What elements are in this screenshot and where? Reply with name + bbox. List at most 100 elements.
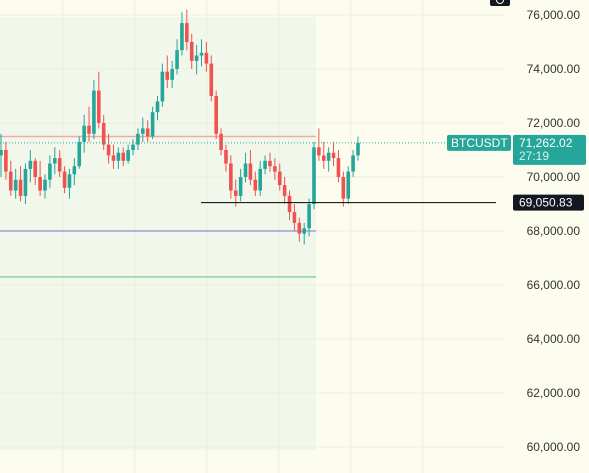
candle-body [82,125,86,142]
candle [282,177,287,204]
candle-body [282,185,287,196]
horizontal-levels[interactable] [0,135,316,278]
candle [209,55,214,102]
candle-body [297,222,302,234]
candle-body [253,179,258,191]
candle [13,168,18,199]
candle [23,163,28,204]
candle-body [214,96,218,134]
candle-body [52,158,57,164]
candle-body [155,101,160,113]
candle-body [312,147,316,204]
candle [38,160,42,196]
candle [126,144,130,164]
candle [170,60,174,88]
candle-body [150,112,155,137]
price-tick-label: 70,000.00 [527,170,581,184]
candle [111,144,116,169]
candle [155,96,160,121]
candle-body [263,160,267,169]
candle [194,44,199,75]
candle [351,150,355,177]
candle-body [62,171,67,188]
candle [326,147,331,172]
candle [341,171,346,207]
candle [268,152,272,172]
candle-body [219,133,223,150]
candle-body [38,177,42,191]
candle [165,55,170,88]
candle-body [224,150,228,164]
candle-body [116,152,121,161]
candle-body [23,168,28,196]
candle [297,217,302,242]
candle [229,155,233,199]
candle-body [238,177,243,196]
candle-body [331,152,336,159]
symbol-tag-text: BTCUSDT [451,136,508,150]
candle [307,198,311,237]
last-price-tag [513,134,586,165]
price-tick-label: 74,000.00 [527,62,581,76]
candle [273,158,277,180]
candle-body [204,52,209,64]
candle-body [67,174,72,188]
candle [92,79,96,140]
candle [287,190,292,221]
candle [346,166,351,204]
price-tick-label: 62,000.00 [527,386,581,400]
bar-countdown: 27:19 [519,149,549,163]
candle-body [346,171,351,199]
candle [238,168,243,202]
candle-body [233,190,238,196]
candle [214,90,218,140]
candle-body [160,71,165,102]
candle-body [351,155,355,172]
candle [189,33,194,69]
candle-body [141,128,145,134]
candle [180,12,184,56]
candle-body [194,55,199,61]
candle-body [126,150,130,161]
candle [116,147,121,169]
candle-body [13,179,18,191]
candle-body [57,158,62,172]
candle-body [77,141,82,167]
candle [82,114,86,153]
candle [4,141,8,180]
candle [18,166,23,202]
candle [356,136,360,161]
candle [106,133,111,164]
candle [302,222,307,245]
crosshair-price-tag [513,194,584,211]
highlighted-date-range [0,17,316,450]
candle-body [170,69,174,80]
candle [136,128,140,150]
candle [321,141,326,169]
candle [258,160,262,196]
candle-body [165,71,170,80]
candle [121,147,126,167]
candle-body [18,179,23,196]
candle [28,150,33,183]
price-axis[interactable]: 76,000.00 74,000.00 72,000.00 70,000.00 68,0… [527,8,581,454]
candle-body [273,166,277,172]
crosshair-price-value: 69,050.83 [519,196,573,210]
candle [243,152,248,183]
candle [224,144,228,172]
candle-body [287,195,292,213]
candle-body [101,123,106,145]
candle [219,128,223,156]
candle [185,9,189,51]
price-tick-label: 64,000.00 [527,332,581,346]
candle [145,120,150,142]
candle-body [185,23,189,42]
candle-body [341,177,346,199]
candle-body [258,168,262,191]
candle [131,139,135,156]
candle-body [48,163,52,180]
candle-body [72,166,77,175]
camera-icon[interactable] [490,0,510,6]
